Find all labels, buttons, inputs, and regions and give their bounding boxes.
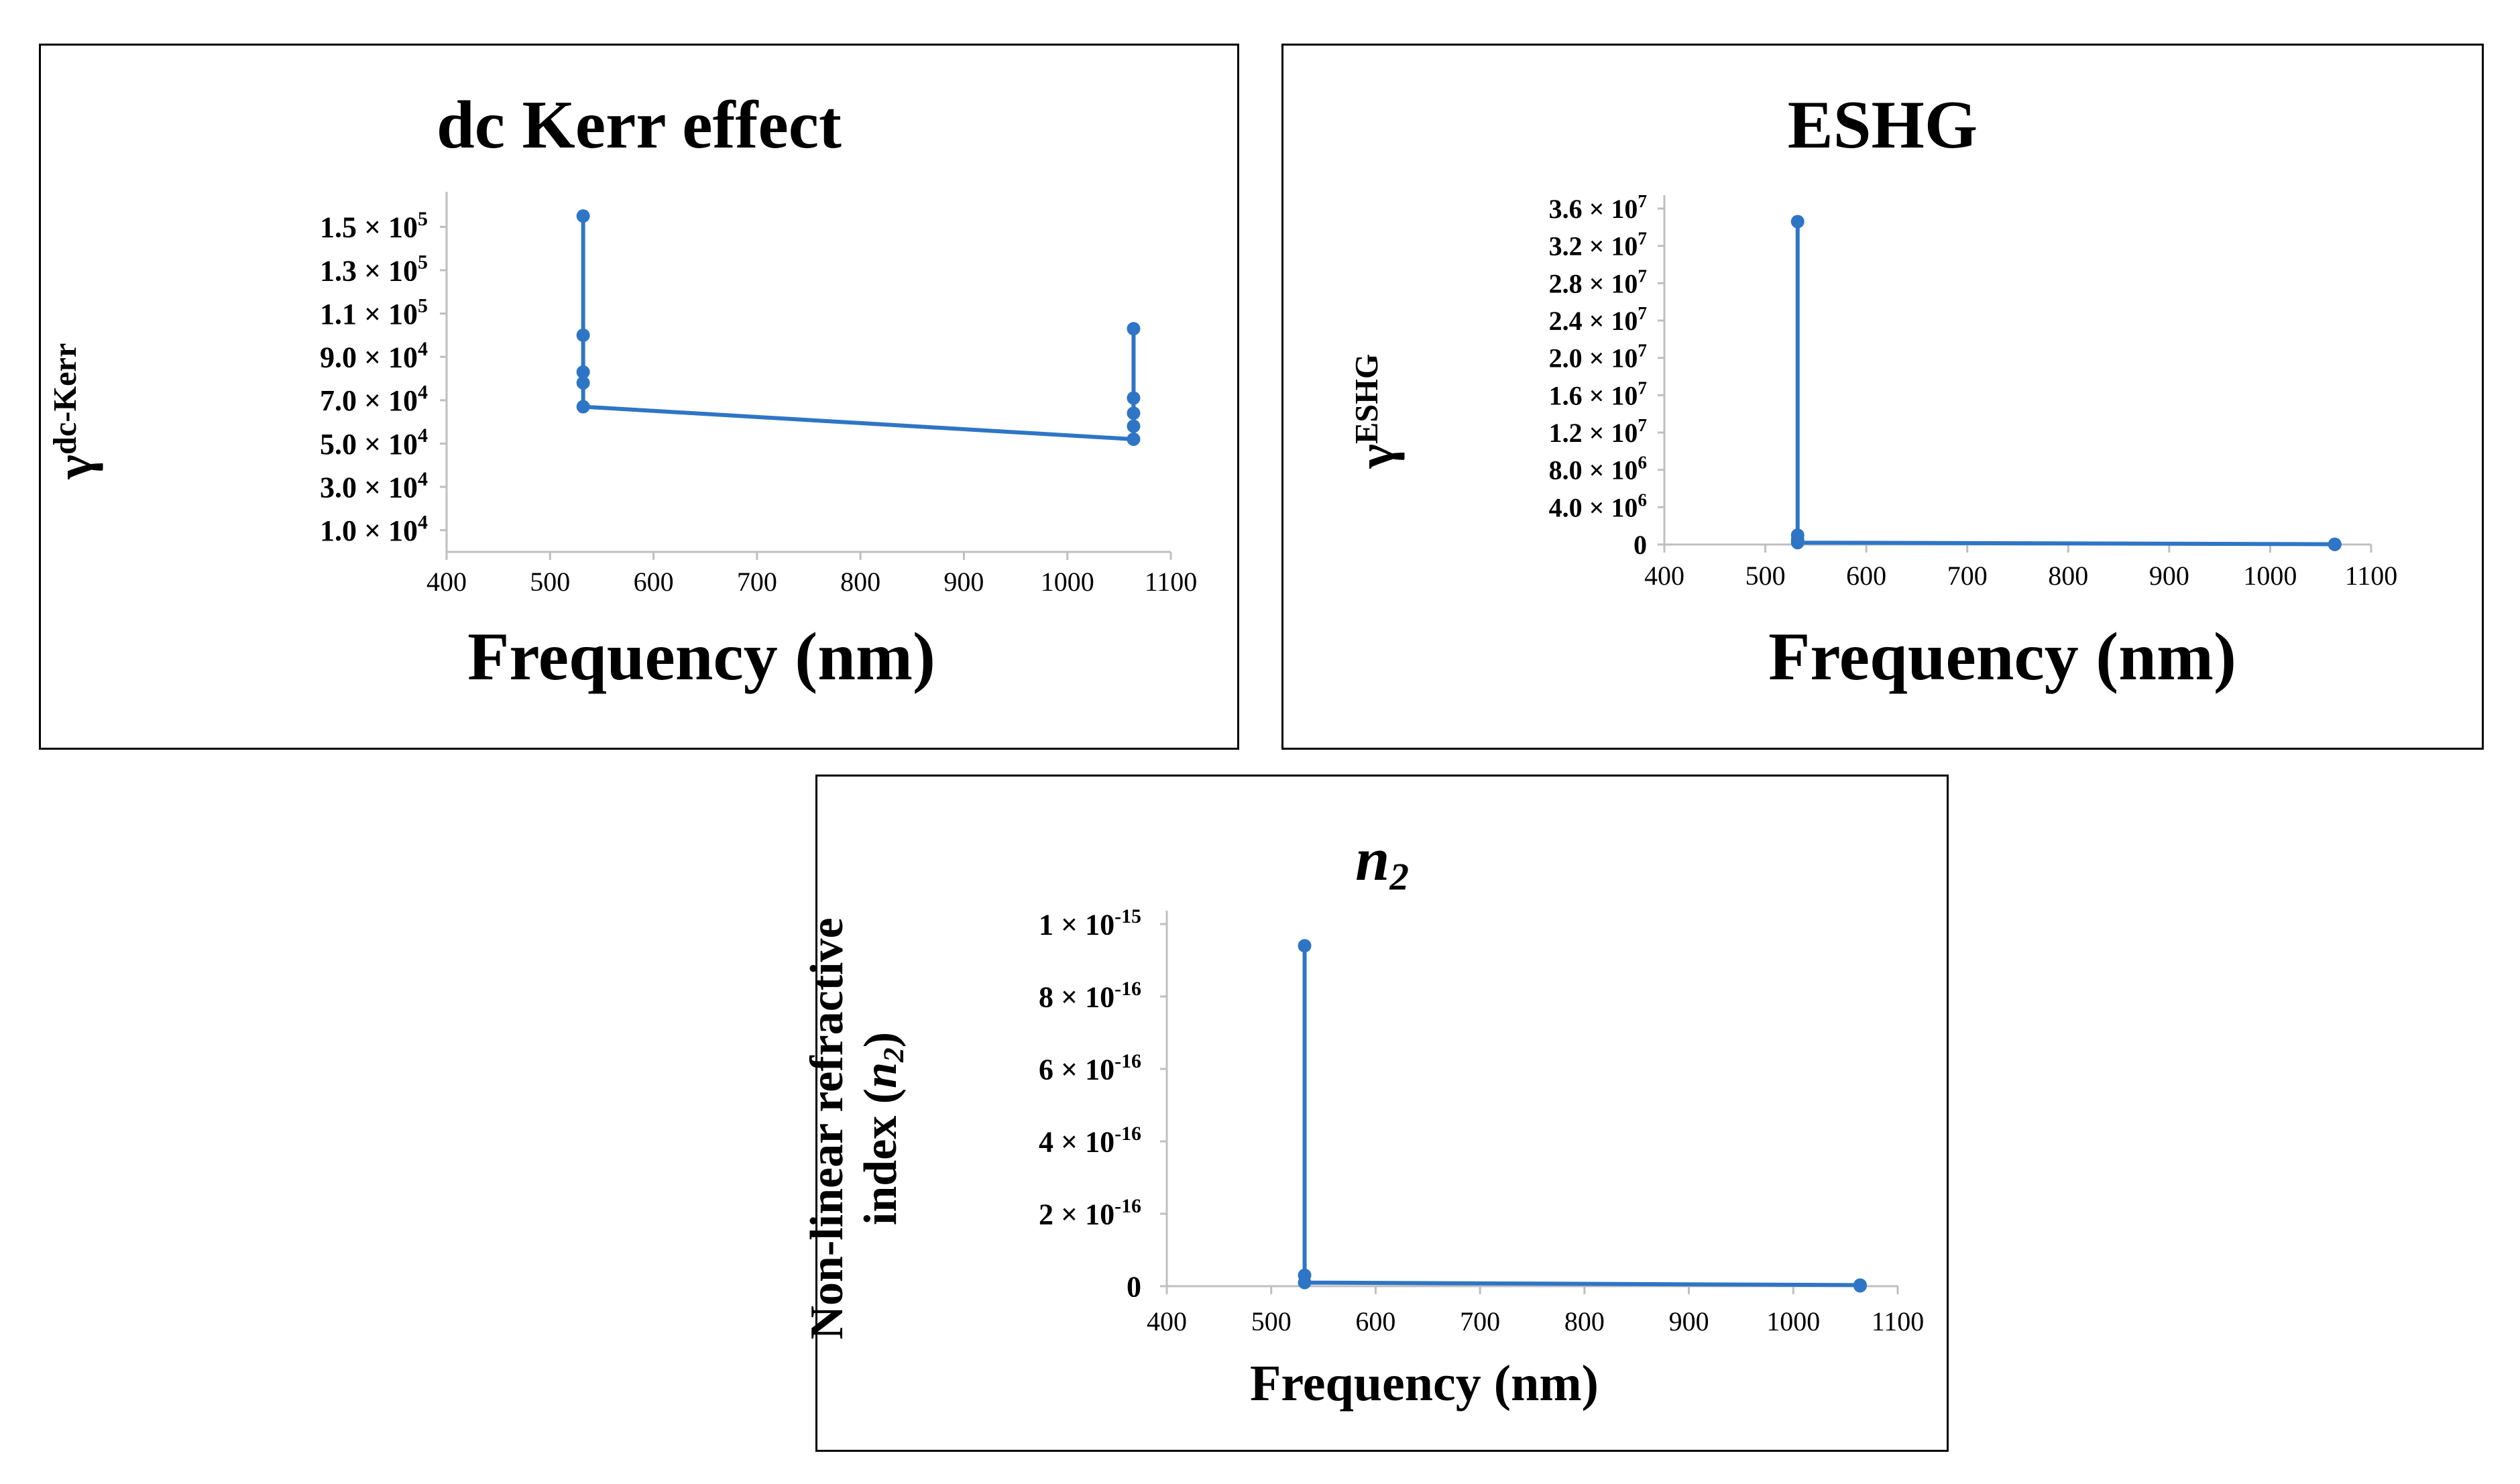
chart-title: n2 bbox=[1355, 825, 1409, 899]
data-point bbox=[1853, 1279, 1867, 1293]
x-tick-label: 500 bbox=[530, 567, 570, 597]
x-tick-label: 700 bbox=[1460, 1306, 1500, 1336]
y-tick-label: 2 × 10-16 bbox=[1039, 1195, 1141, 1231]
data-point bbox=[2328, 537, 2342, 551]
y-tick-label: 9.0 × 104 bbox=[320, 338, 428, 374]
y-tick-label: 8 × 10-16 bbox=[1039, 978, 1141, 1014]
data-point bbox=[1127, 419, 1141, 433]
x-tick-label: 800 bbox=[2048, 561, 2088, 591]
data-point bbox=[1790, 536, 1805, 550]
data-point bbox=[1127, 391, 1141, 405]
y-tick-label: 6 × 10-16 bbox=[1039, 1050, 1141, 1086]
y-tick-label: 1.6 × 107 bbox=[1549, 378, 1647, 410]
x-tick-label: 800 bbox=[840, 567, 880, 597]
x-tick-label: 700 bbox=[1947, 561, 1988, 591]
x-tick-label: 600 bbox=[1355, 1306, 1395, 1336]
y-tick-label: 1.3 × 105 bbox=[320, 251, 428, 288]
data-point bbox=[576, 376, 590, 390]
x-tick-label: 400 bbox=[426, 567, 467, 597]
data-point bbox=[1127, 322, 1141, 336]
x-axis-label: Frequency (nm) bbox=[1250, 1355, 1599, 1412]
data-point bbox=[1127, 406, 1141, 420]
data-point bbox=[576, 365, 590, 379]
x-tick-label: 700 bbox=[737, 567, 777, 597]
series-line bbox=[1302, 946, 1862, 1288]
y-tick-label: 1 × 10-15 bbox=[1039, 905, 1141, 941]
x-tick-label: 900 bbox=[943, 567, 984, 597]
y-tick-label: 4 × 10-16 bbox=[1039, 1123, 1141, 1159]
y-axis-label: γESHG bbox=[1347, 353, 1405, 469]
y-tick-label: 3.0 × 104 bbox=[320, 468, 428, 504]
y-axis-label: Non-linear refractive index (n2) bbox=[801, 917, 910, 1340]
y-tick-label: 1.1 × 105 bbox=[320, 294, 428, 331]
panel-dc-kerr: dc Kerr effect 400 500 600 700 800 900 1000 110… bbox=[39, 44, 1239, 750]
y-axis-label: γdc-Kerr bbox=[45, 343, 103, 479]
y-tick-label: 3.2 × 107 bbox=[1549, 229, 1647, 262]
data-point bbox=[576, 400, 590, 414]
data-point bbox=[1298, 1275, 1312, 1290]
y-tick-label: 8.0 × 106 bbox=[1549, 453, 1647, 486]
y-tick-label: 1.5 × 105 bbox=[320, 208, 428, 244]
plot-area: 400 500 600 700 800 900 1000 1100 1.0 × 104 3.0 ×… bbox=[320, 192, 1198, 597]
data-point bbox=[1298, 939, 1312, 953]
y-tick-label: 4.0 × 106 bbox=[1549, 490, 1647, 522]
y-tick-label: 2.0 × 107 bbox=[1549, 341, 1647, 374]
x-tick-label: 1000 bbox=[1041, 567, 1094, 597]
plot-area: 400 500 600 700 800 900 1000 1100 0 2 × 10-16 4 × … bbox=[1039, 905, 1925, 1336]
x-tick-label: 1000 bbox=[2243, 561, 2297, 591]
y-tick-label: 1.2 × 107 bbox=[1549, 415, 1647, 448]
x-tick-label: 500 bbox=[1745, 561, 1786, 591]
panel-n2: n2 400 500 600 700 800 900 1000 1100 0 2 × 10-16 4… bbox=[801, 775, 1949, 1452]
series-line bbox=[1795, 221, 2337, 547]
x-tick-label: 1000 bbox=[1766, 1306, 1820, 1336]
x-tick-label: 400 bbox=[1147, 1306, 1187, 1336]
chart-title: ESHG bbox=[1787, 87, 1978, 163]
data-point bbox=[1790, 215, 1805, 229]
x-tick-label: 600 bbox=[1846, 561, 1886, 591]
y-tick-label: 3.6 × 107 bbox=[1549, 191, 1647, 224]
panel-eshg: ESHG 400 500 600 700 800 900 1000 1100 0 4.0 × 10… bbox=[1281, 44, 2484, 750]
x-tick-label: 1100 bbox=[2345, 561, 2398, 591]
y-tick-label: 7.0 × 104 bbox=[320, 382, 428, 418]
x-tick-label: 400 bbox=[1644, 561, 1684, 591]
y-tick-label: 2.4 × 107 bbox=[1549, 303, 1647, 336]
y-tick-label: 0 bbox=[1127, 1270, 1141, 1303]
series-line bbox=[581, 216, 1136, 441]
x-tick-label: 900 bbox=[2149, 561, 2189, 591]
chart-title: dc Kerr effect bbox=[436, 87, 842, 163]
x-axis-label: Frequency (nm) bbox=[467, 619, 935, 695]
x-tick-label: 500 bbox=[1251, 1306, 1292, 1336]
y-tick-label: 5.0 × 104 bbox=[320, 424, 428, 461]
data-point bbox=[576, 209, 590, 223]
x-tick-label: 1100 bbox=[1872, 1306, 1925, 1336]
x-tick-label: 600 bbox=[634, 567, 674, 597]
x-tick-label: 900 bbox=[1669, 1306, 1709, 1336]
data-point bbox=[1127, 432, 1141, 446]
y-tick-label: 0 bbox=[1634, 530, 1647, 560]
y-tick-label: 1.0 × 104 bbox=[320, 511, 428, 547]
x-tick-label: 800 bbox=[1564, 1306, 1605, 1336]
x-tick-label: 1100 bbox=[1145, 567, 1198, 597]
plot-area: 400 500 600 700 800 900 1000 1100 0 4.0 × 106 8.0 … bbox=[1549, 191, 2398, 591]
x-axis-label: Frequency (nm) bbox=[1768, 619, 2236, 695]
data-point bbox=[576, 328, 590, 342]
y-tick-label: 2.8 × 107 bbox=[1549, 266, 1647, 298]
